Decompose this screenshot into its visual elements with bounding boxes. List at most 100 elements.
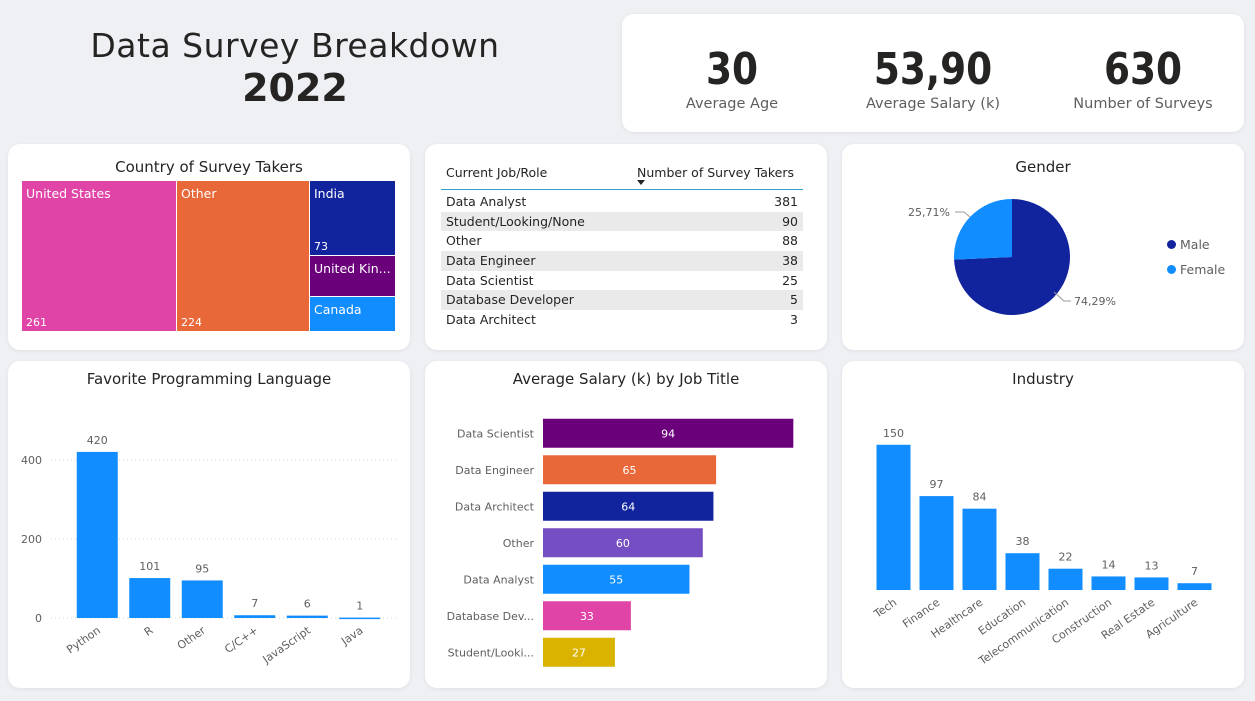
y-category-label: Database Dev... xyxy=(447,610,534,623)
bar-c-c- xyxy=(234,615,276,618)
y-category-label: Data Scientist xyxy=(457,427,535,440)
bar-telecommunication xyxy=(1048,568,1083,590)
data-label: 55 xyxy=(609,573,623,586)
leader-line-male xyxy=(1053,291,1071,302)
bar-construction xyxy=(1091,576,1126,590)
data-label: 33 xyxy=(580,610,594,623)
data-label: 14 xyxy=(1102,558,1116,571)
x-tick-label: Other xyxy=(175,624,208,653)
data-label: 7 xyxy=(1191,565,1198,578)
table-header: Current Job/Role Number of Survey Takers xyxy=(441,162,803,190)
bar-javascript xyxy=(286,615,328,618)
title-year: 2022 xyxy=(242,66,348,110)
treemap-label: Other xyxy=(181,186,217,201)
treemap-cell-canada[interactable]: Canada xyxy=(310,297,395,331)
kpi-average-salary[interactable]: 53,90 Average Salary (k) xyxy=(823,14,1043,112)
treemap: United States 261 Other 224 India 73 Uni… xyxy=(22,181,395,331)
data-label: 101 xyxy=(139,560,160,573)
industry-bar-chart: 150Tech97Finance84Healthcare38Education2… xyxy=(871,427,1212,668)
kpi-value: 53,90 xyxy=(873,44,993,95)
data-label: 95 xyxy=(195,562,209,575)
bar-other xyxy=(543,528,703,558)
job-role-table-card: Current Job/Role Number of Survey Takers… xyxy=(425,144,827,350)
country-treemap-card: Country of Survey Takers United States 2… xyxy=(8,144,410,350)
cell-role: Data Scientist xyxy=(446,272,534,288)
bar-python xyxy=(76,451,118,618)
kpi-label: Average Salary (k) xyxy=(865,96,1001,112)
data-label: 27 xyxy=(572,646,586,659)
bar-finance xyxy=(919,496,954,590)
y-category-label: Data Engineer xyxy=(455,464,534,477)
chart-title: Industry xyxy=(1012,370,1074,388)
cell-role: Data Architect xyxy=(446,312,536,328)
kpi-number-of-surveys[interactable]: 630 Number of Surveys xyxy=(1033,14,1253,112)
legend-label: Female xyxy=(1180,262,1226,277)
bar-healthcare xyxy=(962,508,997,590)
bar-data-scientist xyxy=(543,418,794,448)
cell-count: 90 xyxy=(782,213,798,229)
x-tick-label: C/C++ xyxy=(222,624,260,656)
table-row[interactable]: Database Developer 5 xyxy=(441,290,803,311)
table-row[interactable]: Data Analyst 381 xyxy=(441,192,803,212)
y-category-label: Data Analyst xyxy=(463,573,534,586)
data-label: 94 xyxy=(661,427,675,440)
treemap-label: India xyxy=(314,186,345,201)
legend-item-female[interactable]: Female xyxy=(1167,262,1225,277)
treemap-label: United States xyxy=(26,186,111,201)
treemap-cell-other[interactable]: Other 224 xyxy=(177,181,309,331)
x-tick-label: JavaScript xyxy=(260,623,314,666)
title-main: Data Survey Breakdown xyxy=(90,26,500,65)
data-label: 420 xyxy=(87,434,108,447)
y-tick-label: 400 xyxy=(21,454,42,467)
legend-dot-female-icon xyxy=(1167,265,1176,274)
data-label-male: 74,29% xyxy=(1074,295,1116,308)
cell-role: Data Engineer xyxy=(446,253,536,269)
cell-count: 3 xyxy=(790,312,798,328)
kpi-value: 630 xyxy=(1103,44,1183,95)
table-row[interactable]: Data Architect 3 xyxy=(441,310,803,330)
table-row[interactable]: Other 88 xyxy=(441,231,803,251)
table-row[interactable]: Student/Looking/None 90 xyxy=(441,211,803,232)
x-tick-label: Tech xyxy=(871,596,899,621)
kpi-average-age[interactable]: 30 Average Age xyxy=(622,14,842,112)
cell-count: 381 xyxy=(774,194,798,209)
data-label: 22 xyxy=(1059,551,1073,564)
column-header-count[interactable]: Number of Survey Takers xyxy=(637,165,795,180)
cell-role: Student/Looking/None xyxy=(446,213,585,229)
treemap-value: 224 xyxy=(181,316,202,329)
data-label: 64 xyxy=(621,500,635,513)
table-row[interactable]: Data Scientist 25 xyxy=(441,271,803,291)
bar-other xyxy=(181,580,223,618)
y-category-label: Other xyxy=(503,537,535,550)
treemap-cell-united-states[interactable]: United States 261 xyxy=(22,181,176,331)
table-row[interactable]: Data Engineer 38 xyxy=(441,251,803,271)
industry-card: Industry 150 Tech 97 Finance 84 Healthcare 38 E… xyxy=(842,361,1244,688)
treemap-label: United Kin... xyxy=(314,261,391,276)
treemap-cell-united-kingdom[interactable]: United Kin... xyxy=(310,256,395,296)
data-label: 97 xyxy=(930,478,944,491)
bar-data-engineer xyxy=(543,455,717,485)
pie-slice-male xyxy=(954,199,1070,315)
data-label: 65 xyxy=(623,464,637,477)
treemap-cell-india[interactable]: India 73 xyxy=(310,181,395,255)
data-label-female: 25,71% xyxy=(908,206,950,219)
cell-count: 88 xyxy=(782,233,798,249)
chart-title: Country of Survey Takers xyxy=(115,158,303,176)
cell-count: 5 xyxy=(790,292,798,308)
bar-database-dev- xyxy=(543,601,631,631)
cell-role: Other xyxy=(446,233,482,249)
y-tick-label: 200 xyxy=(21,533,42,546)
programming-language-card: Favorite Programming Language 0 200 400 420… xyxy=(8,361,410,688)
legend-item-male[interactable]: Male xyxy=(1167,237,1210,252)
bar-education xyxy=(1005,553,1040,590)
treemap-value: 261 xyxy=(26,316,47,329)
cell-role: Database Developer xyxy=(446,292,574,308)
kpi-value: 30 xyxy=(705,44,759,95)
y-tick-label: 0 xyxy=(35,612,42,625)
leader-line-female xyxy=(955,211,971,218)
bar-java xyxy=(339,617,381,620)
salary-by-job-card: Average Salary (k) by Job Title 94 Data S… xyxy=(425,361,827,688)
salary-by-job-bar-chart: 94 Data Scientist 65 Data Engineer 64 Data Ar… xyxy=(447,418,794,667)
dashboard-title: Data Survey Breakdown 2022 xyxy=(40,26,550,111)
column-header-role[interactable]: Current Job/Role xyxy=(446,165,548,180)
